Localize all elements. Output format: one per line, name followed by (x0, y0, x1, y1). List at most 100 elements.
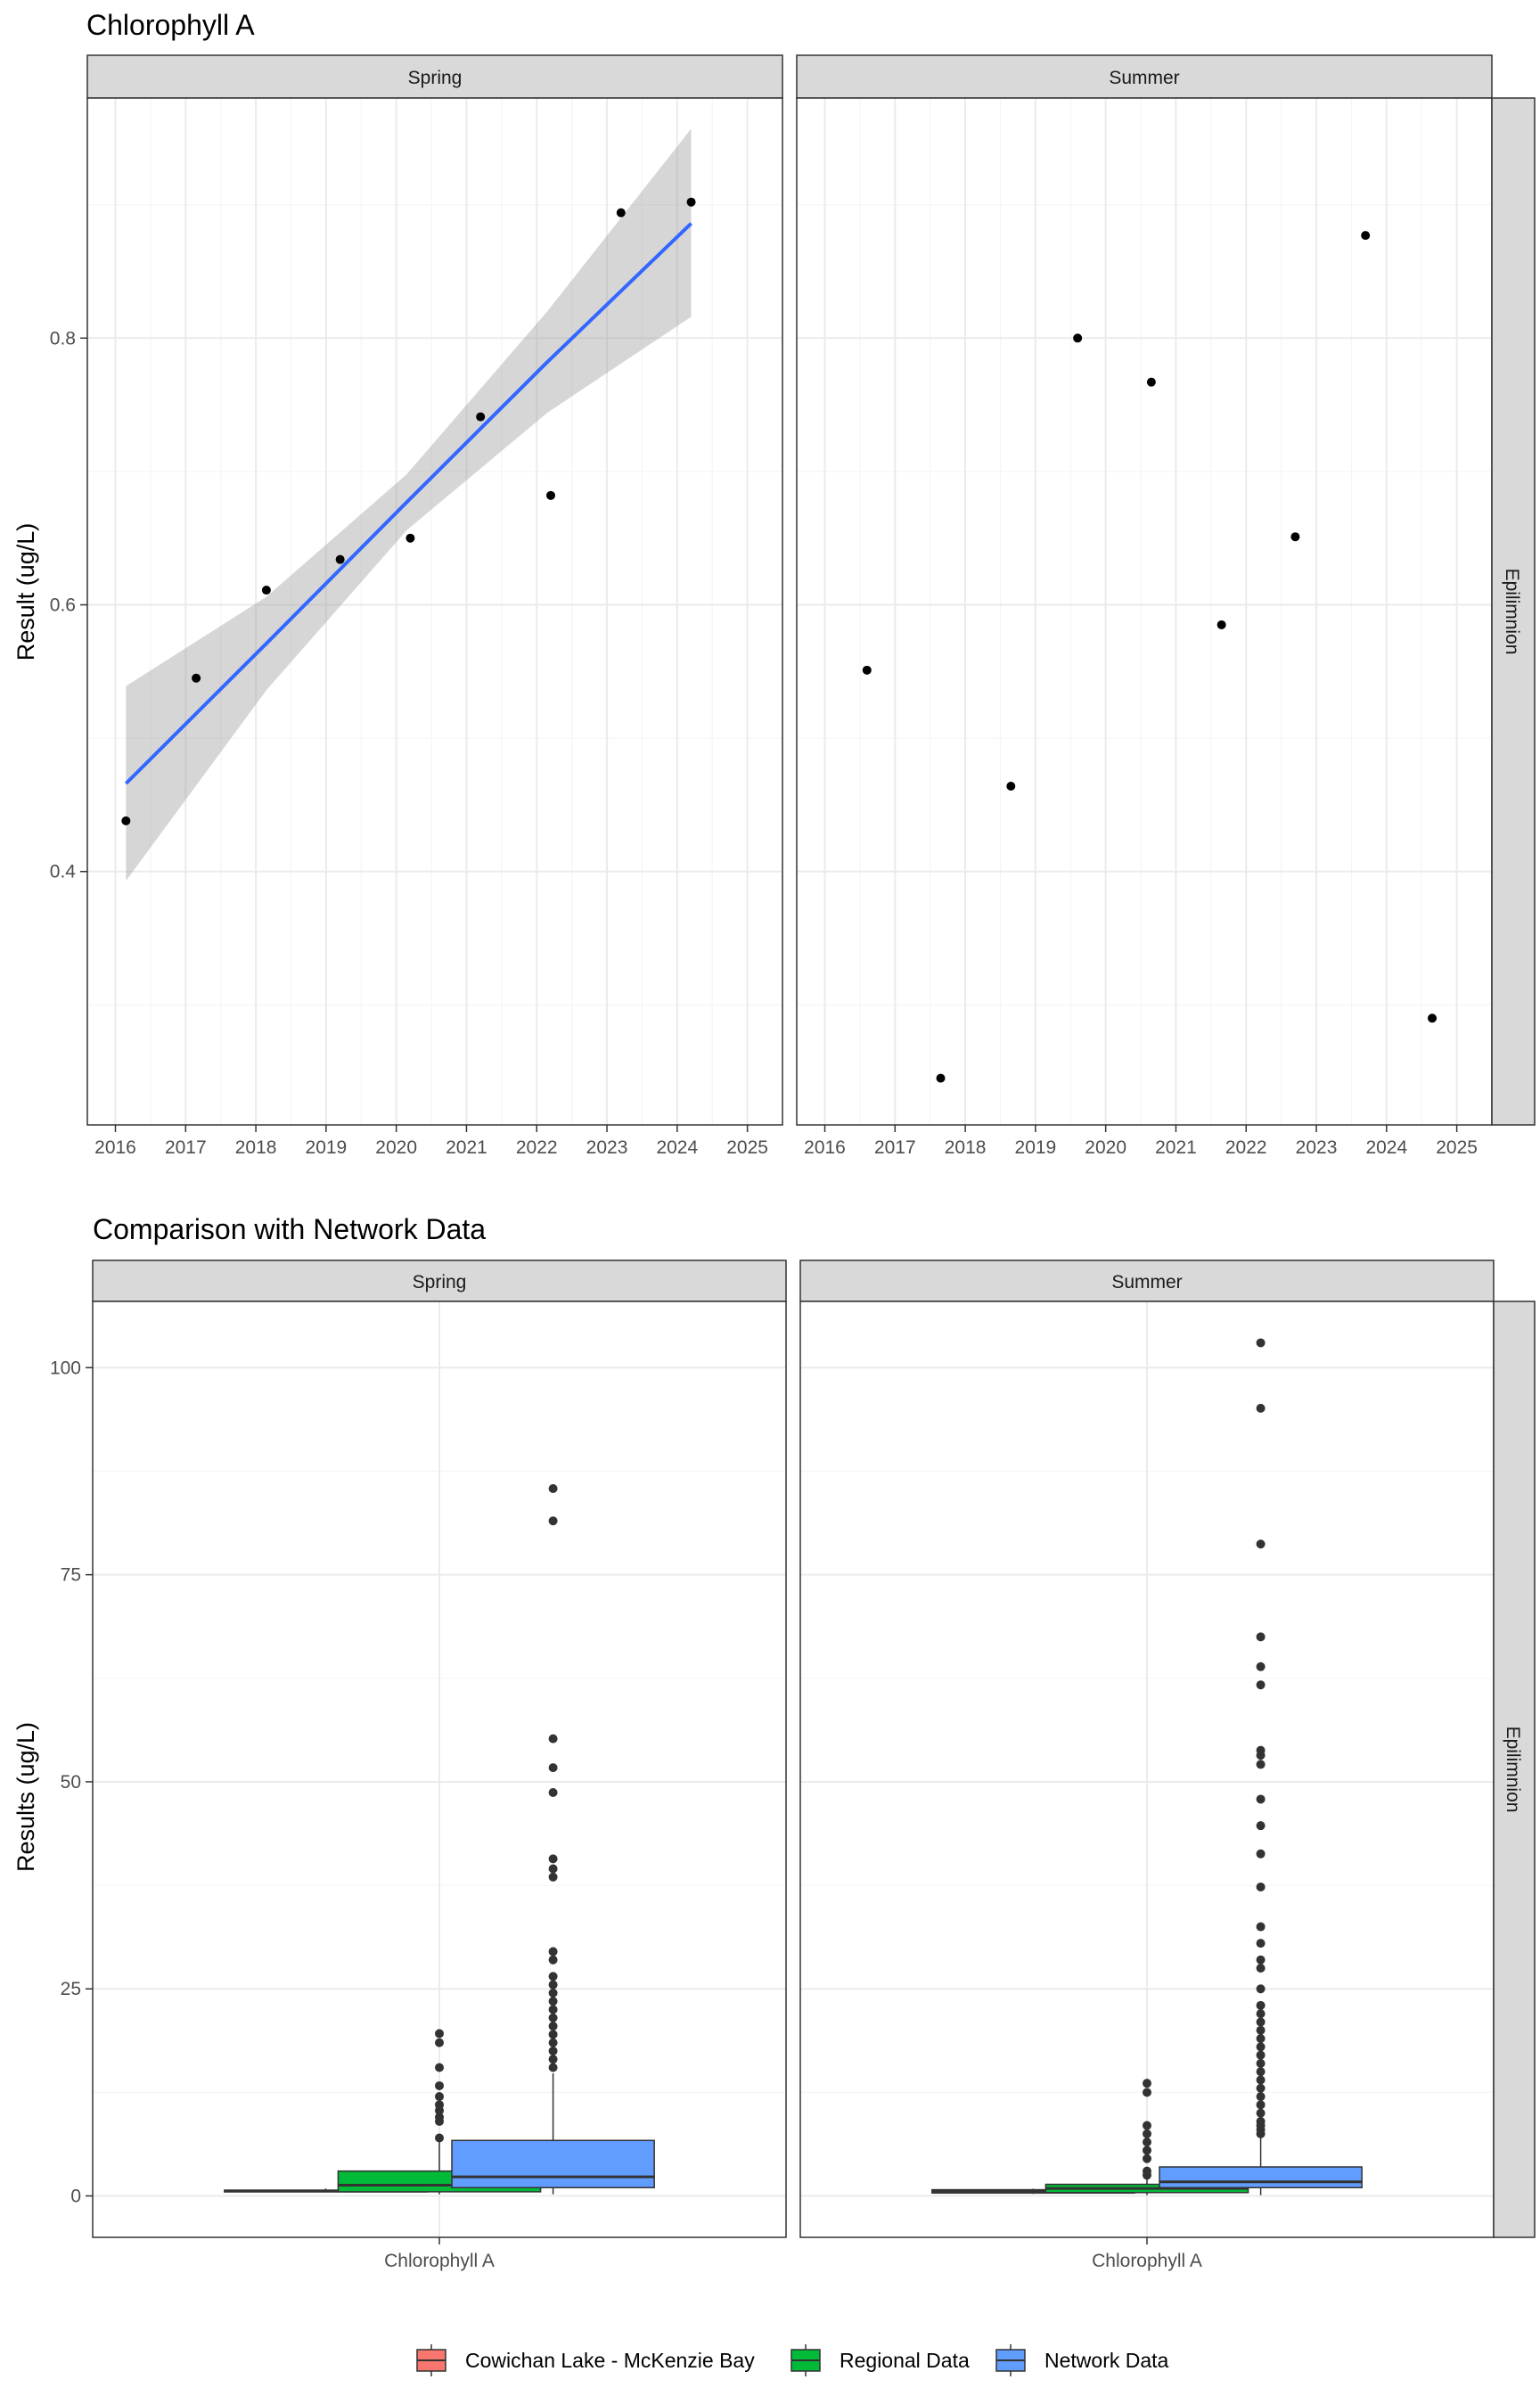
outlier-point (1143, 2154, 1151, 2163)
outlier-point (548, 1972, 558, 1982)
x-tick-label: Chlorophyll A (1092, 2251, 1202, 2271)
outlier-point (1256, 2092, 1266, 2102)
legend: Cowichan Lake - McKenzie Bay Regional Dat… (416, 2344, 1169, 2376)
box (451, 2139, 655, 2188)
data-point (1146, 377, 1156, 387)
boxplot (1044, 2079, 1249, 2195)
legend-label: Cowichan Lake - McKenzie Bay (465, 2349, 755, 2372)
y-tick-label: 25 (61, 1979, 81, 1999)
outlier-point (548, 2038, 558, 2047)
x-tick-label: 2022 (516, 1137, 558, 1158)
outlier-point (1256, 1632, 1266, 1642)
outlier-point (1256, 2033, 1266, 2043)
chart1-row-strip (1491, 97, 1536, 1126)
outlier-point (1256, 1539, 1266, 1549)
box (1159, 2166, 1363, 2188)
outlier-point (1256, 1745, 1266, 1755)
chart2-y-ticks: 0 25 50 75 100 (50, 1358, 93, 2207)
outlier-point (548, 1872, 558, 1882)
outlier-point (1143, 2121, 1151, 2130)
x-tick-label: 2022 (1225, 1137, 1267, 1158)
x-tick-label: 2021 (1155, 1137, 1197, 1158)
data-point (121, 816, 131, 825)
chart1-panel-spring-confidence-band (126, 128, 692, 882)
outlier-point (435, 2063, 444, 2072)
outlier-point (1143, 2138, 1151, 2147)
x-tick-label: 2024 (1365, 1137, 1407, 1158)
outlier-point (548, 2005, 558, 2014)
chart1-strip-summer-label: Summer (1109, 68, 1179, 88)
outlier-point (1256, 2075, 1266, 2085)
outlier-point (1256, 2009, 1266, 2019)
chart2-y-axis-title: Results (ug/L) (12, 1722, 39, 1872)
chart2-strip-summer-label: Summer (1111, 1272, 1182, 1292)
data-point (1290, 532, 1300, 542)
x-tick-label: 2017 (874, 1137, 916, 1158)
outlier-point (1256, 1794, 1266, 1804)
x-tick-label: 2024 (656, 1137, 698, 1158)
y-tick-label: 0.8 (50, 328, 76, 349)
y-tick-label: 100 (50, 1358, 81, 1378)
y-tick-label: 0 (70, 2187, 81, 2207)
chart1-panel-summer-points (862, 231, 1438, 1083)
x-tick-label: 2021 (446, 1137, 487, 1158)
outlier-point (548, 1864, 558, 1874)
outlier-point (435, 2092, 444, 2102)
chart1-title: Chlorophyll A (86, 9, 255, 41)
legend-item: Cowichan Lake - McKenzie Bay (416, 2344, 755, 2376)
outlier-point (1256, 1939, 1266, 1949)
chart2-panel-summer-boxes (931, 1338, 1363, 2195)
chart2-panel-spring-boxes (224, 1484, 655, 2195)
data-point (476, 412, 486, 422)
outlier-point (548, 1955, 558, 1965)
chart1-panel-summer-grid (797, 98, 1492, 1125)
outlier-point (1256, 1662, 1266, 1671)
chart1-strip-summer (796, 54, 1493, 99)
chart1-panel-spring-trend (124, 222, 692, 785)
legend-item: Network Data (995, 2344, 1169, 2376)
outlier-point (1256, 1849, 1266, 1859)
chart1-panel-summer: Summer 2016 2017 2018 2019 2020 2021 2022 2023 2… (796, 54, 1493, 1158)
outlier-point (1256, 1680, 1266, 1690)
outlier-point (1256, 1338, 1266, 1348)
outlier-point (548, 1516, 558, 1526)
outlier-point (1256, 1955, 1266, 1965)
boxplot (1159, 1338, 1363, 2195)
outlier-point (1256, 2017, 1266, 2027)
chart1-panel-spring-points (121, 197, 696, 825)
x-tick-label: Chlorophyll A (384, 2251, 495, 2271)
x-tick-label: 2023 (1296, 1137, 1338, 1158)
x-tick-label: 2020 (375, 1137, 417, 1158)
data-point (616, 208, 626, 217)
x-tick-label: 2020 (1085, 1137, 1126, 1158)
outlier-point (548, 1788, 558, 1798)
outlier-point (435, 2029, 444, 2039)
data-point (1428, 1013, 1438, 1023)
chart1-y-ticks: 0.4 0.6 0.8 (50, 328, 87, 882)
outlier-point (1256, 2025, 1266, 2035)
data-point (1073, 333, 1083, 343)
chart1-strip-spring (86, 54, 783, 99)
chart1-row-strip-label: Epilimnion (1502, 569, 1522, 655)
legend-label: Regional Data (840, 2349, 970, 2372)
y-tick-label: 75 (61, 1565, 81, 1586)
y-tick-label: 50 (61, 1772, 81, 1793)
x-tick-label: 2019 (306, 1137, 348, 1158)
x-tick-label: 2016 (804, 1137, 846, 1158)
outlier-point (548, 1988, 558, 1998)
chart2-panel-spring: Spring Chlorophyll A 0 25 50 75 100 (50, 1260, 787, 2271)
chart1-panel-spring-border (86, 97, 783, 1126)
outlier-point (1143, 2166, 1151, 2176)
data-point (1006, 781, 1016, 791)
chart2-panel-summer-x-ticks: Chlorophyll A (1092, 2237, 1202, 2271)
outlier-point (548, 1763, 558, 1773)
chlorophyll-scatter-chart: Chlorophyll A Result (ug/L) Spring 2016 2… (12, 9, 1536, 1158)
outlier-point (1256, 2083, 1266, 2093)
outlier-point (1143, 2146, 1151, 2155)
outlier-point (548, 2030, 558, 2039)
confidence-band (126, 128, 692, 882)
chart1-y-axis-title: Result (ug/L) (12, 523, 39, 661)
outlier-point (548, 1484, 558, 1493)
outlier-point (1256, 2116, 1266, 2126)
